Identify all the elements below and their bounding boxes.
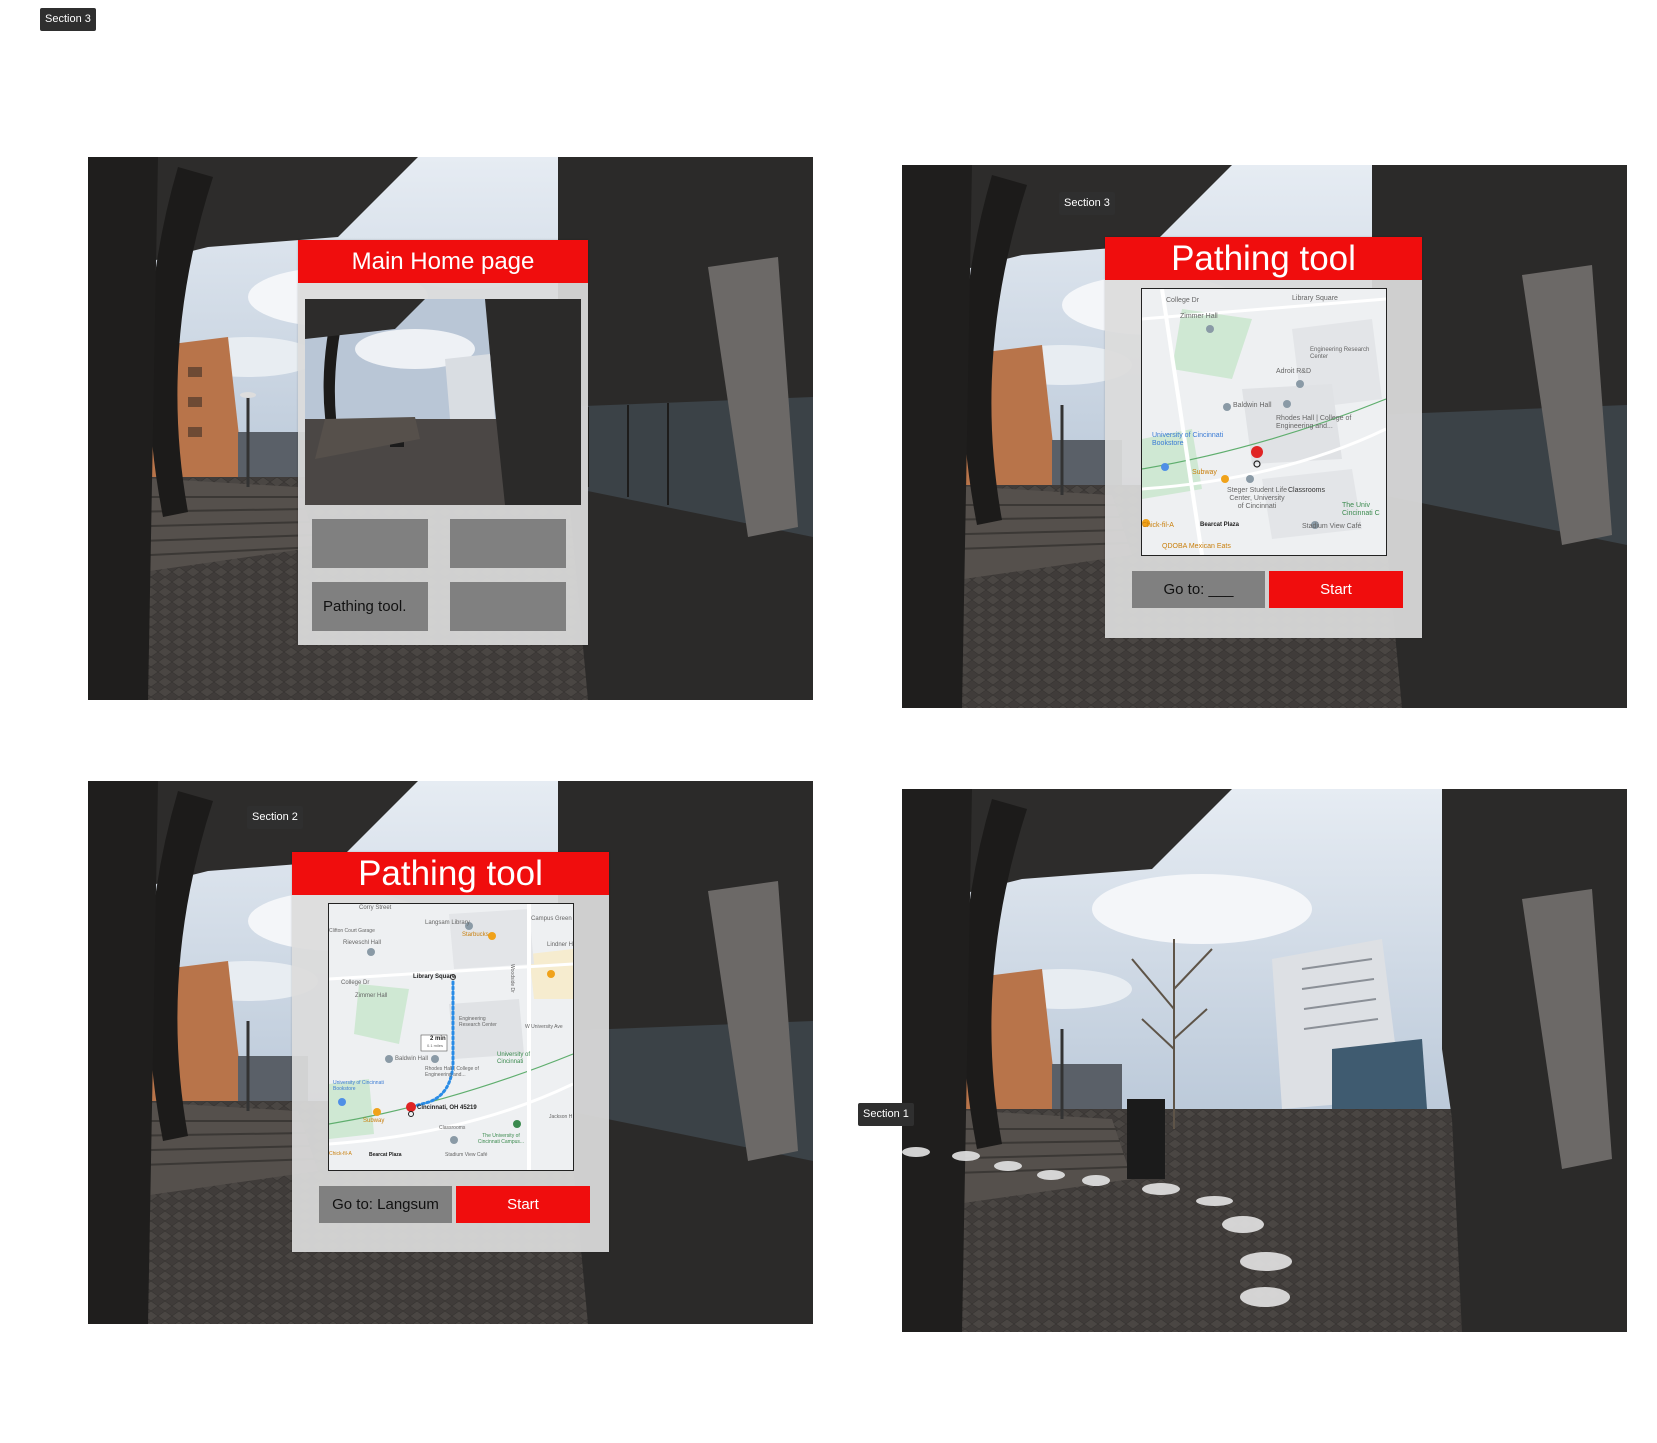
map-label: 0.1 miles bbox=[427, 1043, 444, 1048]
map-label: The Univ Cincinnati C bbox=[1342, 502, 1380, 517]
map-label: College Dr bbox=[341, 980, 370, 986]
ar-path-dot bbox=[1196, 1196, 1233, 1206]
campus-scene-image bbox=[902, 789, 1627, 1332]
map-label: Library Square bbox=[1292, 295, 1338, 302]
map-graphic bbox=[329, 904, 573, 1170]
map-label: Bearcat Plaza bbox=[1200, 522, 1240, 528]
pathing-title-b: Pathing tool bbox=[292, 852, 609, 895]
map-label: Chick-fil-A bbox=[329, 1151, 352, 1157]
ar-path-dot bbox=[1142, 1183, 1180, 1195]
home-title: Main Home page bbox=[298, 240, 588, 283]
map-label: Clifton Court Garage bbox=[329, 928, 375, 934]
section-tag-top[interactable]: Section 3 bbox=[40, 8, 96, 31]
map-label: Corry Street bbox=[359, 905, 392, 911]
campus-map-a[interactable]: College Dr Library Square Zimmer Hall En… bbox=[1141, 288, 1387, 556]
map-label: Langsam Library bbox=[425, 920, 470, 926]
start-button-b[interactable]: Start bbox=[456, 1186, 590, 1223]
map-label: Baldwin Hall bbox=[1233, 402, 1272, 409]
map-label: 2 min bbox=[430, 1036, 446, 1042]
map-label: Campus Green bbox=[531, 916, 572, 922]
pathing-panel-b: Pathing tool bbox=[292, 852, 609, 1252]
map-label: Subway bbox=[363, 1118, 385, 1124]
scene-frame-home: Main Home page Pathing tool. bbox=[88, 157, 813, 700]
ar-path-dot bbox=[1240, 1287, 1290, 1307]
map-label: W University Ave bbox=[525, 1024, 563, 1030]
map-label: Baldwin Hall bbox=[395, 1056, 429, 1062]
map-label: Cincinnati, OH 45219 bbox=[417, 1105, 477, 1111]
scene-frame-ar-path bbox=[902, 789, 1627, 1332]
map-label: Classrooms bbox=[1288, 487, 1325, 494]
scene-frame-pathing-a: Section 3 Pathing tool bbox=[902, 165, 1627, 708]
map-label: Engineering Research Center bbox=[459, 1016, 497, 1028]
map-label: Steger Student Life Center, University o… bbox=[1227, 487, 1287, 510]
pathing-panel-a: Pathing tool bbox=[1105, 237, 1422, 638]
map-label: Bearcat Plaza bbox=[369, 1152, 402, 1158]
map-label: Starbucks bbox=[462, 932, 489, 938]
home-tile-1[interactable] bbox=[312, 519, 428, 568]
map-label: Stadium View Café bbox=[445, 1152, 488, 1158]
goto-field-b[interactable]: Go to: Langsum bbox=[319, 1186, 452, 1223]
map-label: Lindner H bbox=[547, 942, 574, 948]
map-label: Subway bbox=[1192, 469, 1217, 476]
map-label: QDOBA Mexican Eats bbox=[1162, 543, 1231, 550]
map-label: Rieveschl Hall bbox=[343, 940, 382, 946]
ar-path-dot bbox=[952, 1151, 980, 1161]
scene-frame-pathing-b: Section 2 Pathing tool bbox=[88, 781, 813, 1324]
pathing-tool-tile[interactable]: Pathing tool. bbox=[312, 582, 428, 631]
map-label: Jackson H bbox=[549, 1114, 573, 1120]
ar-path-dot bbox=[1037, 1170, 1065, 1180]
map-label: Stadium View Café bbox=[1302, 523, 1362, 530]
map-label: The University of Cincinnati Campus... bbox=[477, 1133, 525, 1145]
map-label: University of Cincinnati bbox=[497, 1052, 531, 1065]
map-label: Library Square bbox=[413, 974, 456, 980]
ar-path-dot bbox=[1222, 1216, 1264, 1233]
section-tag-frame2[interactable]: Section 3 bbox=[1059, 192, 1115, 215]
goto-field-a[interactable]: Go to: ___ bbox=[1132, 571, 1265, 608]
map-label: Rhodes Hall | College of Engineering and… bbox=[425, 1066, 479, 1078]
section-tag-frame4[interactable]: Section 1 bbox=[858, 1103, 914, 1126]
map-label: College Dr bbox=[1166, 297, 1200, 304]
ar-path-dot bbox=[1082, 1175, 1110, 1186]
home-tile-4[interactable] bbox=[450, 582, 566, 631]
map-label: Adroit R&D bbox=[1276, 368, 1312, 375]
map-label: Rhodes Hall | College of Engineering and… bbox=[1276, 415, 1352, 430]
ar-path-dot bbox=[994, 1161, 1022, 1171]
map-label: Classrooms bbox=[439, 1125, 466, 1131]
map-label: Woodside Dr bbox=[509, 964, 515, 993]
ar-path-dot bbox=[902, 1147, 930, 1157]
pathing-title-a: Pathing tool bbox=[1105, 237, 1422, 280]
map-label: Chick-fil-A bbox=[1142, 522, 1174, 529]
home-tile-2[interactable] bbox=[450, 519, 566, 568]
section-tag-frame3[interactable]: Section 2 bbox=[247, 806, 303, 829]
preview-image bbox=[305, 299, 581, 505]
campus-map-b[interactable]: Corry Street Campus Green Langsam Librar… bbox=[328, 903, 574, 1171]
map-label: Engineering Research Center bbox=[1310, 347, 1370, 360]
home-panel: Main Home page Pathing tool. bbox=[298, 240, 588, 645]
map-label: University of Cincinnati Bookstore bbox=[333, 1080, 384, 1092]
ar-path-dot bbox=[1240, 1252, 1292, 1271]
map-label: University of Cincinnati Bookstore bbox=[1152, 432, 1224, 447]
map-label: Zimmer Hall bbox=[1180, 313, 1218, 320]
map-label: Zimmer Hall bbox=[355, 993, 388, 999]
start-button-a[interactable]: Start bbox=[1269, 571, 1403, 608]
map-graphic bbox=[1142, 289, 1386, 555]
